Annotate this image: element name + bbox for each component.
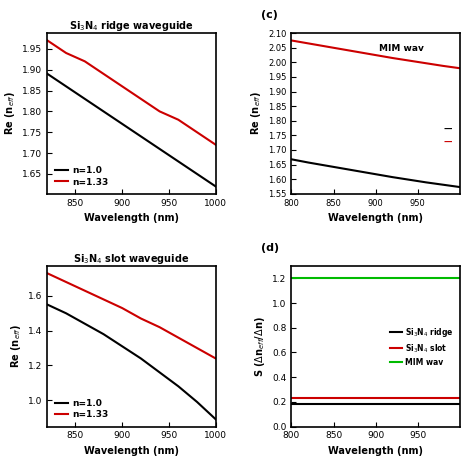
Text: MIM wav: MIM wav xyxy=(379,45,424,54)
Y-axis label: Re (n$_{eff}$): Re (n$_{eff}$) xyxy=(9,324,23,368)
Legend: n=1.0, n=1.33: n=1.0, n=1.33 xyxy=(52,396,111,422)
Y-axis label: Re (n$_{eff}$): Re (n$_{eff}$) xyxy=(3,91,17,136)
Legend: n=1.0, n=1.33: n=1.0, n=1.33 xyxy=(52,163,111,189)
Text: —: — xyxy=(444,125,452,134)
Y-axis label: S ($\Delta$n$_{eff}$/$\Delta$n): S ($\Delta$n$_{eff}$/$\Delta$n) xyxy=(253,316,267,377)
Legend: Si$_3$N$_4$ ridge, Si$_3$N$_4$ slot, MIM wav: Si$_3$N$_4$ ridge, Si$_3$N$_4$ slot, MIM… xyxy=(388,324,456,369)
Text: (d): (d) xyxy=(261,243,279,253)
Title: Si$_3$N$_4$ ridge waveguide: Si$_3$N$_4$ ridge waveguide xyxy=(69,19,194,33)
X-axis label: Wavelength (nm): Wavelength (nm) xyxy=(84,213,179,223)
Text: (c): (c) xyxy=(261,10,278,20)
Y-axis label: Re (n$_{eff}$): Re (n$_{eff}$) xyxy=(248,91,263,136)
X-axis label: Wavelength (nm): Wavelength (nm) xyxy=(84,446,179,456)
X-axis label: Wavelength (nm): Wavelength (nm) xyxy=(328,213,423,223)
X-axis label: Wavelength (nm): Wavelength (nm) xyxy=(328,446,423,456)
Text: —: — xyxy=(444,138,452,147)
Title: Si$_3$N$_4$ slot waveguide: Si$_3$N$_4$ slot waveguide xyxy=(73,252,190,266)
